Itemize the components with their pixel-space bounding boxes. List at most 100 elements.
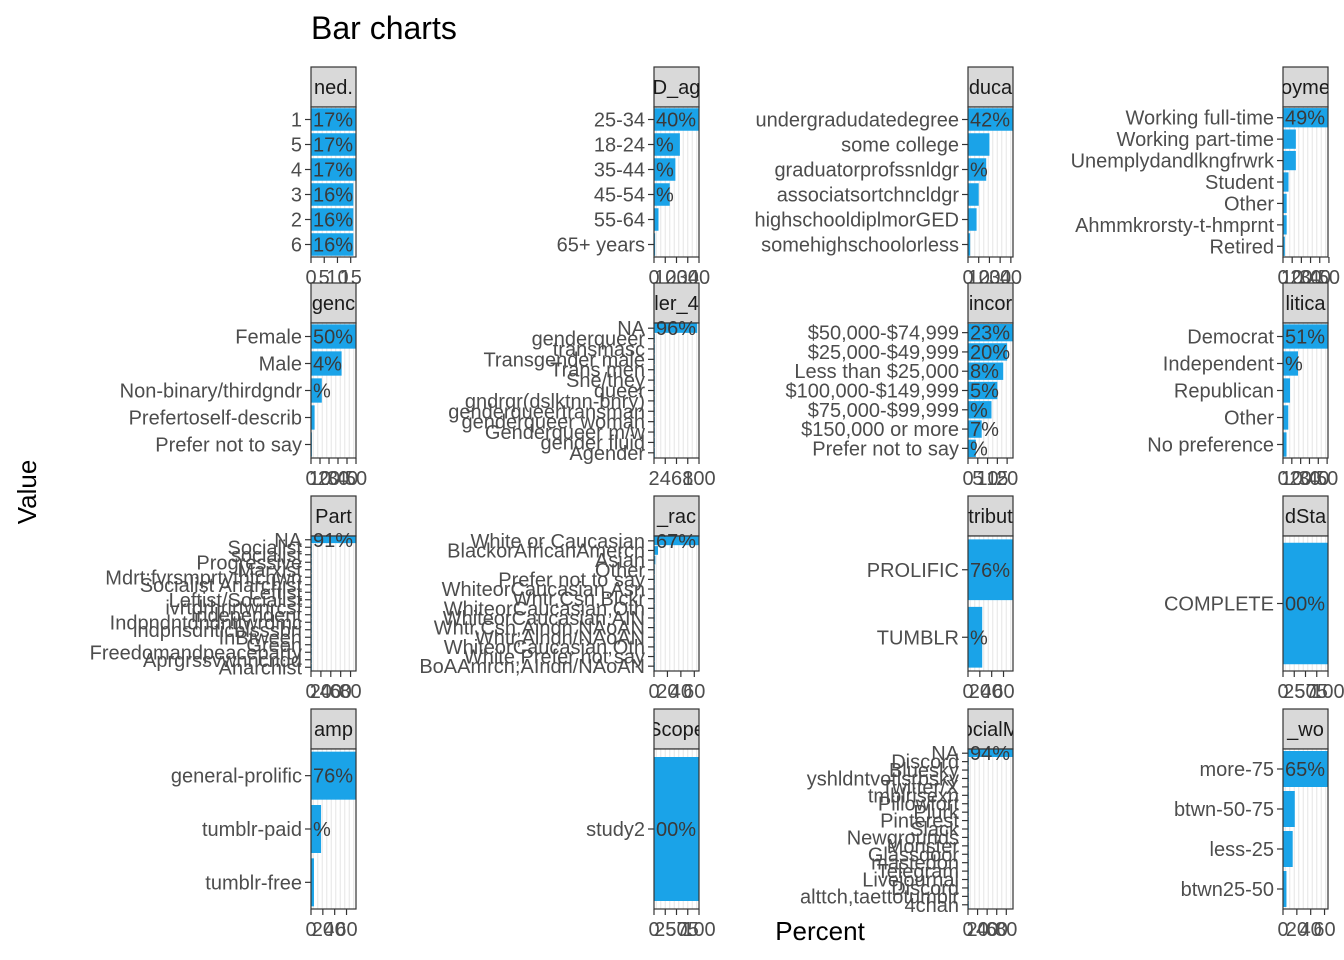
data-label: % <box>656 135 674 157</box>
bar <box>1283 405 1289 430</box>
facet-strip-label: _rac <box>656 506 696 528</box>
x-tick-label: 25 <box>654 919 676 941</box>
x-tick-label: 20 <box>966 919 988 941</box>
bar <box>1283 193 1287 214</box>
bar <box>654 546 659 555</box>
category-label: less-25 <box>1210 839 1274 861</box>
data-label: % <box>970 160 988 182</box>
facet-panel: duca undergradudatedegree 42% some college g… <box>754 66 1022 289</box>
category-label: Livejournal <box>862 870 959 892</box>
x-tick-label: 2 <box>648 468 659 490</box>
category-label: Green <box>246 635 302 657</box>
category-label: Twitter/X <box>881 777 959 799</box>
x-tick-label: 20 <box>969 681 991 703</box>
category-label: Leftist <box>249 582 303 604</box>
data-label: 76% <box>313 766 353 788</box>
category-label: Agender <box>569 443 645 465</box>
x-tick-label: 25 <box>1283 681 1305 703</box>
bar <box>968 420 982 438</box>
category-label: 3 <box>291 185 302 207</box>
category-label: genderqueer woman <box>462 412 645 434</box>
category-label: BoAAmrcn,AIndn/NAoAN <box>419 656 645 678</box>
facet-strip <box>653 708 700 750</box>
panel-frame <box>967 322 1014 459</box>
data-label: 7% <box>970 419 999 441</box>
bar <box>968 539 1013 601</box>
category-label: Independent <box>1163 354 1275 376</box>
bar <box>1283 791 1295 827</box>
facet-strip-label: ler_4 <box>654 293 698 315</box>
x-tick-label: 0 <box>1277 468 1288 490</box>
category-label: 4chan <box>905 895 960 917</box>
data-label: % <box>970 627 988 649</box>
x-tick-label: 0 <box>648 681 659 703</box>
data-label: % <box>656 185 674 207</box>
x-tick-label: 6 <box>671 468 682 490</box>
category-label: somehighschoolorless <box>761 235 959 257</box>
category-label: socialist <box>231 545 303 567</box>
x-tick-label: 0 <box>962 468 973 490</box>
bar <box>311 351 342 376</box>
data-label: 51% <box>1285 327 1325 349</box>
category-label: tumblr-paid <box>202 819 302 841</box>
facet-strip <box>1282 66 1329 108</box>
x-tick-label: 0 <box>305 468 316 490</box>
panel-frame <box>310 748 357 910</box>
category-label: Asian <box>595 550 645 572</box>
bar <box>654 158 676 181</box>
category-label: 45-54 <box>594 185 645 207</box>
x-tick-label: 60 <box>330 681 352 703</box>
category-label: InBtween <box>219 627 302 649</box>
x-tick-label: 15 <box>986 468 1008 490</box>
data-label: % <box>970 438 988 460</box>
x-tick-label: 0 <box>648 919 659 941</box>
category-label: highschooldiplmorGED <box>754 210 959 232</box>
category-label: Ahmmkrorsty-t-hmprnt <box>1075 215 1274 237</box>
x-tick-label: 20 <box>310 681 332 703</box>
bar <box>654 183 670 206</box>
facet-strip <box>310 495 357 537</box>
bar <box>968 343 1008 361</box>
category-label: Working full-time <box>1125 108 1274 130</box>
category-label: 5 <box>291 135 302 157</box>
category-label: WhiteorCaucasian,AIN <box>443 608 645 630</box>
data-label: 94% <box>970 743 1010 765</box>
category-label: genderqueer <box>532 329 646 351</box>
panel-frame <box>310 322 357 459</box>
category-label: Plurk <box>913 802 960 824</box>
category-label: Working part-time <box>1117 129 1274 151</box>
category-label: Other <box>1224 408 1274 430</box>
category-label: Retired <box>1210 236 1274 258</box>
bar <box>1283 542 1328 665</box>
data-label: 17% <box>313 135 353 157</box>
facet-strip-label: genc <box>312 293 355 315</box>
category-label: Prefertoself-describ <box>129 408 302 430</box>
facet-strip-label: amp <box>314 719 353 741</box>
bar <box>1283 236 1285 256</box>
data-label: 5% <box>970 381 999 403</box>
x-tick-label: 0 <box>305 919 316 941</box>
x-tick-label: 30 <box>327 468 349 490</box>
facet-strip-label: dSta <box>1285 506 1327 528</box>
bar <box>968 401 992 419</box>
x-tick-label: 0 <box>1277 919 1288 941</box>
x-tick-label: 40 <box>981 681 1003 703</box>
x-tick-label: 100 <box>1311 681 1344 703</box>
facet-panel: D_ag 25-34 40% 18-24 % 35-44 % 45-54 % 55-64 65+ y… <box>557 66 710 289</box>
bar <box>968 749 1013 757</box>
category-label: Freedomandpeaceparty <box>90 642 302 664</box>
data-label: 65% <box>1285 759 1325 781</box>
category-label: lndpnsdnticblsssbrl <box>133 620 302 642</box>
panel-frame <box>1282 106 1329 258</box>
data-label: 00% <box>1285 594 1325 616</box>
x-tick-label: 40 <box>336 468 358 490</box>
data-label: 91% <box>313 530 353 552</box>
category-label: general-prolific <box>171 766 302 788</box>
x-tick-label: 40 <box>324 919 346 941</box>
category-label: NA <box>617 318 645 340</box>
category-label: No preference <box>1147 435 1274 457</box>
category-label: 35-44 <box>594 160 645 182</box>
facet-strip <box>1282 282 1329 324</box>
bar <box>1283 378 1291 403</box>
x-tick-label: 40 <box>320 681 342 703</box>
